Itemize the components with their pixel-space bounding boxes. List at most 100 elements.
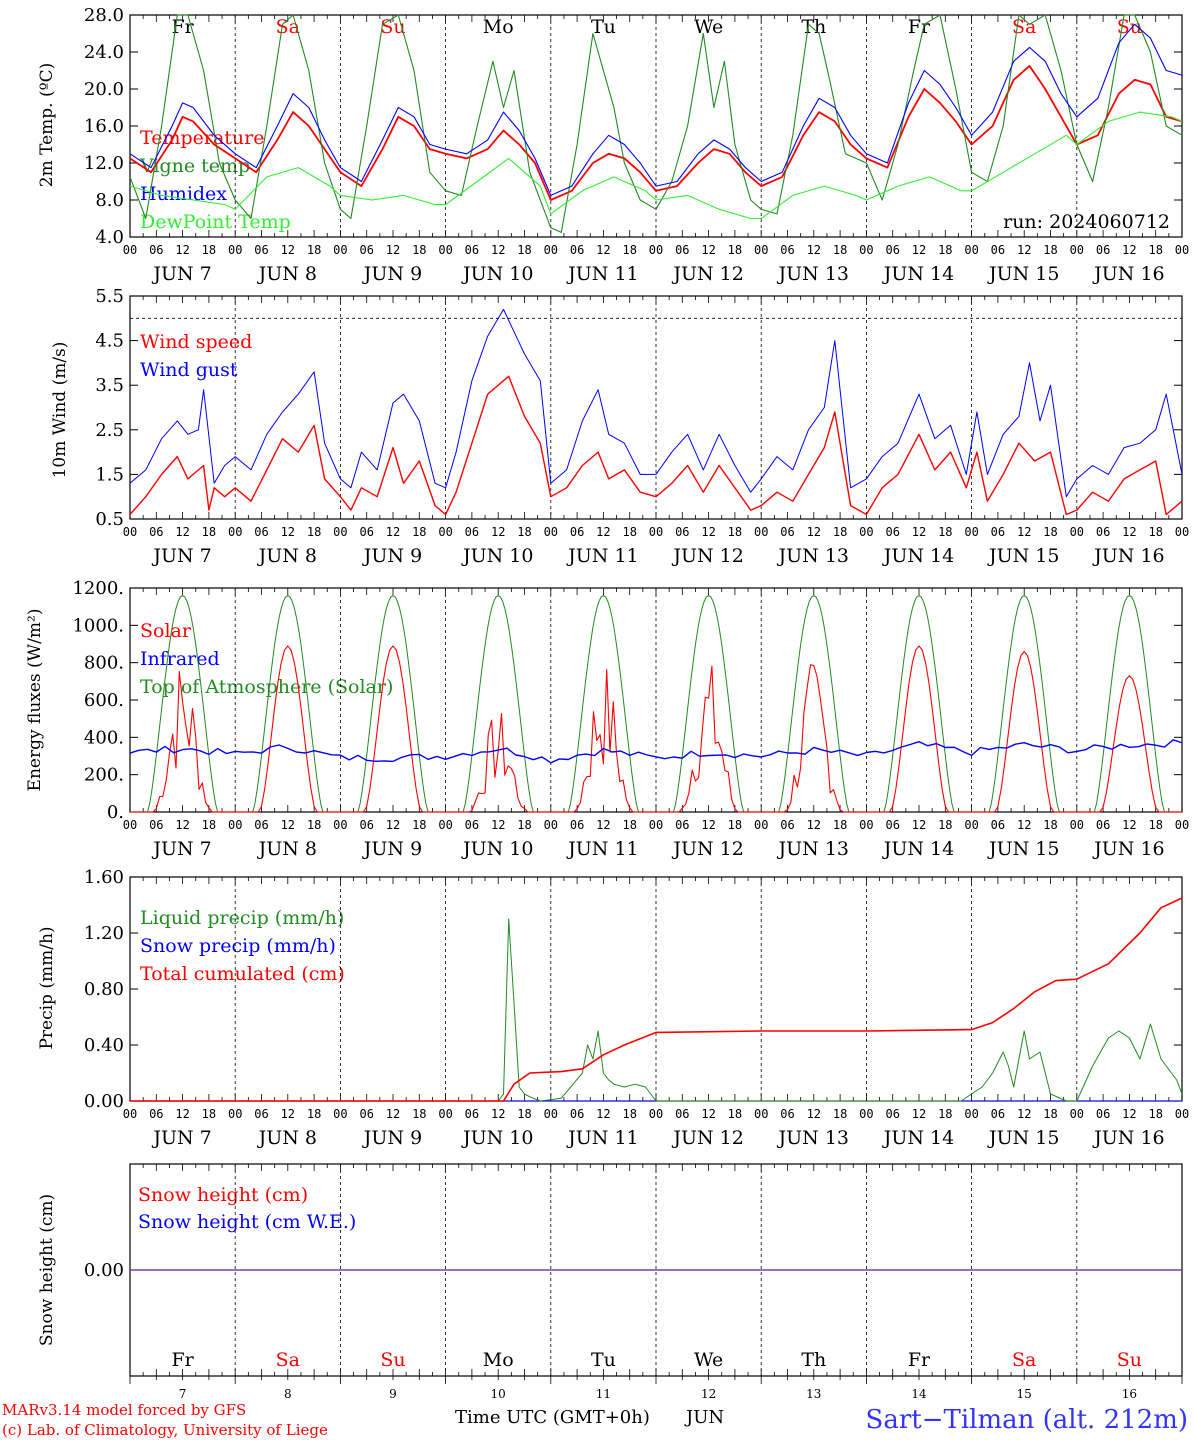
date-label: JUN 12 xyxy=(671,263,743,285)
hour-tick-label: 18 xyxy=(1148,243,1162,257)
hour-tick-label: 18 xyxy=(307,525,321,539)
hour-tick-label: 06 xyxy=(780,818,794,832)
weekday-label: Su xyxy=(380,1349,405,1371)
hour-tick-label: 06 xyxy=(254,1107,268,1121)
weekday-label: Fr xyxy=(171,16,194,38)
hour-tick-label: 12 xyxy=(912,1107,926,1121)
humidex-line xyxy=(129,23,1183,196)
hour-tick-label: 00 xyxy=(123,1107,137,1121)
legend-vigne-temp: Vigne temp xyxy=(139,155,250,177)
date-label: JUN 8 xyxy=(257,838,317,860)
hour-tick-label: 06 xyxy=(991,818,1005,832)
hour-tick-label: 18 xyxy=(833,1107,847,1121)
day-number-label: 16 xyxy=(1122,1387,1137,1401)
weekday-label: Mo xyxy=(483,1349,514,1371)
date-label: JUN 14 xyxy=(882,545,954,567)
xaxis-label: Time UTC (GMT+0h) xyxy=(455,1407,650,1428)
legend-solar: Solar xyxy=(140,620,192,642)
hour-tick-label: 06 xyxy=(254,818,268,832)
date-label: JUN 16 xyxy=(1092,1127,1164,1149)
weekday-label: Sa xyxy=(1012,1349,1036,1371)
temperature-yaxis-label: 2m Temp. (ºC) xyxy=(37,63,57,188)
hour-tick-label: 00 xyxy=(1070,243,1084,257)
hour-tick-label: 00 xyxy=(228,818,242,832)
date-label: JUN 9 xyxy=(362,838,422,860)
hour-tick-label: 12 xyxy=(386,1107,400,1121)
hour-tick-label: 06 xyxy=(780,525,794,539)
dewpoint-line xyxy=(129,111,1183,220)
hour-tick-label: 00 xyxy=(438,525,452,539)
hour-tick-label: 12 xyxy=(386,818,400,832)
hour-tick-label: 06 xyxy=(254,525,268,539)
panel-wind: 10m Wind (m/s) Wind speed Wind gust 0.5 1… xyxy=(50,286,1189,567)
date-label: JUN 10 xyxy=(461,1127,533,1149)
panel-precip: Precip (mm/h) Liquid precip (mm/h) Snow … xyxy=(37,867,1189,1149)
hour-tick-label: 06 xyxy=(570,525,584,539)
hour-tick-label: 00 xyxy=(649,1107,663,1121)
hour-tick-label: 18 xyxy=(202,818,216,832)
y-tick-label: 800. xyxy=(84,653,124,674)
hour-tick-label: 00 xyxy=(754,243,768,257)
y-tick-label: 600. xyxy=(84,690,124,711)
hour-tick-label: 00 xyxy=(964,525,978,539)
hour-tick-label: 18 xyxy=(517,818,531,832)
date-label: JUN 10 xyxy=(461,545,533,567)
hour-tick-label: 06 xyxy=(359,525,373,539)
hour-tick-label: 12 xyxy=(281,818,295,832)
month-label: JUN xyxy=(684,1407,724,1428)
hour-tick-label: 06 xyxy=(465,525,479,539)
legend-temperature: Temperature xyxy=(140,127,264,149)
hour-tick-label: 00 xyxy=(754,1107,768,1121)
hour-tick-label: 06 xyxy=(885,525,899,539)
hour-tick-label: 00 xyxy=(1070,818,1084,832)
hour-tick-label: 06 xyxy=(570,243,584,257)
hour-tick-label: 00 xyxy=(964,818,978,832)
date-label: JUN 7 xyxy=(151,263,211,285)
hour-tick-label: 00 xyxy=(1070,1107,1084,1121)
vigne-temp-line xyxy=(129,14,1183,233)
weekday-label: Th xyxy=(801,16,826,38)
temperature-line xyxy=(129,65,1183,201)
hour-tick-label: 12 xyxy=(1122,1107,1136,1121)
hour-tick-label: 18 xyxy=(1043,1107,1057,1121)
hour-tick-label: 18 xyxy=(517,525,531,539)
hour-tick-label: 18 xyxy=(307,818,321,832)
hour-tick-label: 18 xyxy=(412,818,426,832)
hour-tick-label: 00 xyxy=(754,525,768,539)
hour-tick-label: 12 xyxy=(807,525,821,539)
hour-tick-label: 18 xyxy=(412,1107,426,1121)
day-number-label: 10 xyxy=(491,1387,506,1401)
hour-tick-label: 12 xyxy=(1017,243,1031,257)
hour-tick-label: 12 xyxy=(596,818,610,832)
hour-tick-label: 00 xyxy=(544,525,558,539)
hour-tick-label: 00 xyxy=(333,1107,347,1121)
y-tick-label: 1.5 xyxy=(95,464,124,485)
weekday-label: Mo xyxy=(483,16,514,38)
date-label: JUN 7 xyxy=(151,545,211,567)
hour-tick-label: 00 xyxy=(964,1107,978,1121)
hour-tick-label: 12 xyxy=(596,243,610,257)
hour-tick-label: 12 xyxy=(1017,818,1031,832)
panel-snow: Snow height (cm) Snow height (cm) Snow h… xyxy=(37,1163,1183,1401)
date-label: JUN 13 xyxy=(777,545,849,567)
hour-tick-label: 18 xyxy=(938,525,952,539)
date-label: JUN 13 xyxy=(777,1127,849,1149)
date-label: JUN 16 xyxy=(1092,263,1164,285)
y-tick-label: 0.40 xyxy=(84,1035,124,1056)
date-label: JUN 13 xyxy=(777,838,849,860)
hour-tick-label: 18 xyxy=(412,525,426,539)
weekday-label: Tu xyxy=(591,16,616,38)
hour-tick-label: 06 xyxy=(465,1107,479,1121)
day-number-label: 15 xyxy=(1017,1387,1032,1401)
date-label: JUN 10 xyxy=(461,838,533,860)
y-tick-label: 24.0 xyxy=(84,42,124,63)
hour-tick-label: 06 xyxy=(885,1107,899,1121)
hour-tick-label: 00 xyxy=(228,525,242,539)
hour-tick-label: 06 xyxy=(991,525,1005,539)
date-label: JUN 11 xyxy=(566,1127,638,1149)
date-label: JUN 11 xyxy=(566,545,638,567)
hour-tick-label: 12 xyxy=(281,1107,295,1121)
credit-line-2: (c) Lab. of Climatology, University of L… xyxy=(2,1421,328,1439)
weekday-label: Fr xyxy=(908,1349,931,1371)
